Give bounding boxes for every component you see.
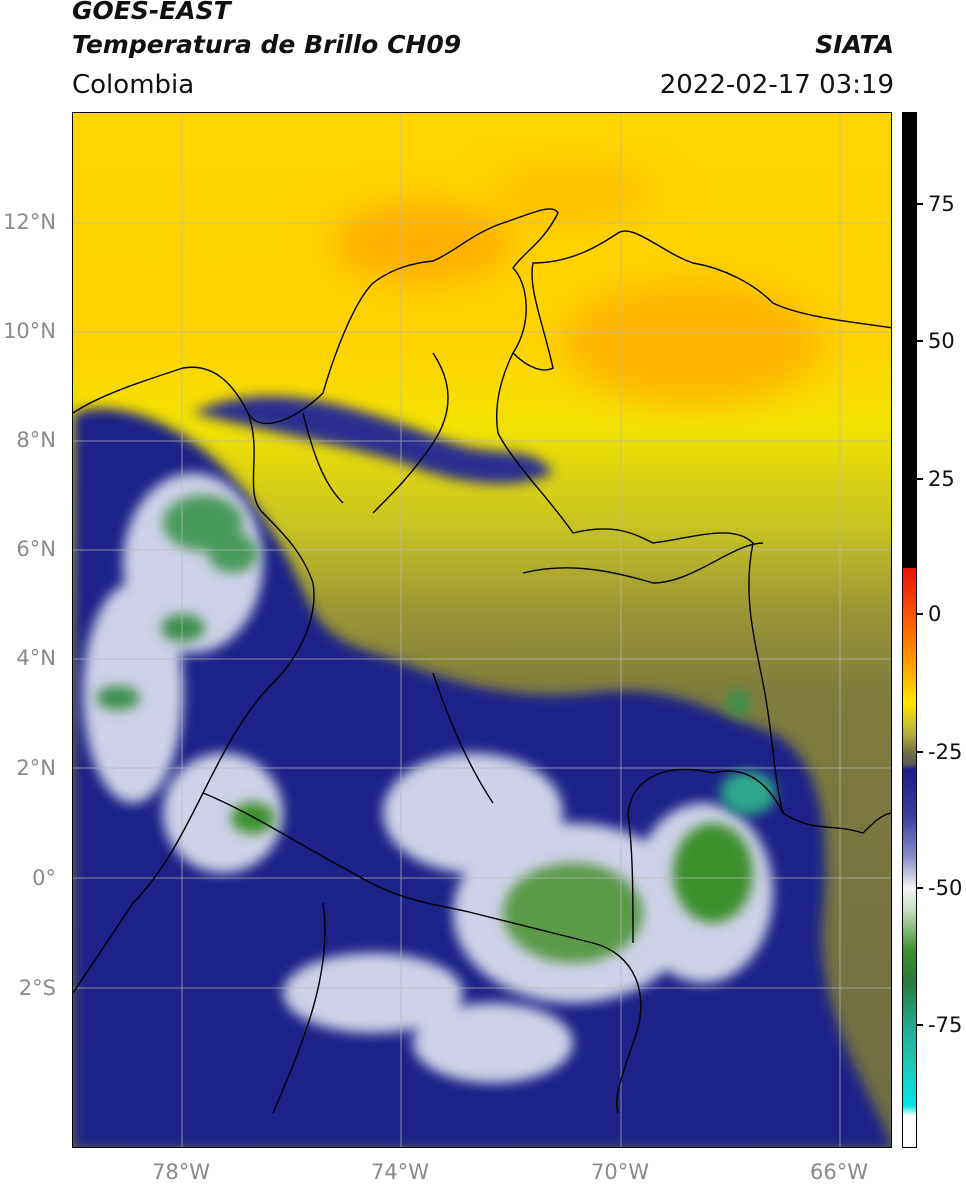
country-borders [73,208,891,1114]
lat-label-2n: 2°N [16,756,56,780]
lon-label-74w: 74°W [371,1160,429,1184]
colorbar-tick-minus75 [916,1024,923,1026]
map-canvas [73,113,891,1147]
colorbar-label-minus50: -50 [928,876,963,900]
colorbar-label-75: 75 [928,192,955,216]
colorbar [902,112,917,1148]
colorbar-tick-0 [916,613,923,615]
cold-cores [96,495,776,963]
colorbar-tick-minus25 [916,751,923,753]
colorbar-label-minus75: -75 [928,1013,963,1037]
lat-label-2s: 2°S [18,976,56,1000]
source-label: SIATA [815,30,894,59]
satellite-title: GOES-EAST [72,0,231,25]
colorbar-tick-75 [916,203,923,205]
lon-label-78w: 78°W [152,1160,210,1184]
lon-label-70w: 70°W [591,1160,649,1184]
colorbar-tick-50 [916,340,923,342]
colorbar-label-25: 25 [928,467,955,491]
lat-label-6n: 6°N [16,537,56,561]
colorbar-tick-minus50 [916,887,923,889]
colorbar-label-minus25: -25 [928,740,963,764]
lat-label-10n: 10°N [3,319,56,343]
colorbar-tick-25 [916,478,923,480]
graticule [73,113,891,1147]
datetime-label: 2022-02-17 03:19 [659,70,894,100]
product-title: Temperatura de Brillo CH09 [72,30,462,59]
colorbar-label-0: 0 [928,602,942,626]
brightness-temperature-map [72,112,892,1148]
lat-label-0: 0° [32,866,56,890]
lat-label-12n: 12°N [3,210,56,234]
lat-label-8n: 8°N [16,428,56,452]
lon-label-66w: 66°W [810,1160,868,1184]
lat-label-4n: 4°N [16,646,56,670]
region-label: Colombia [72,70,195,100]
colorbar-label-50: 50 [928,329,955,353]
